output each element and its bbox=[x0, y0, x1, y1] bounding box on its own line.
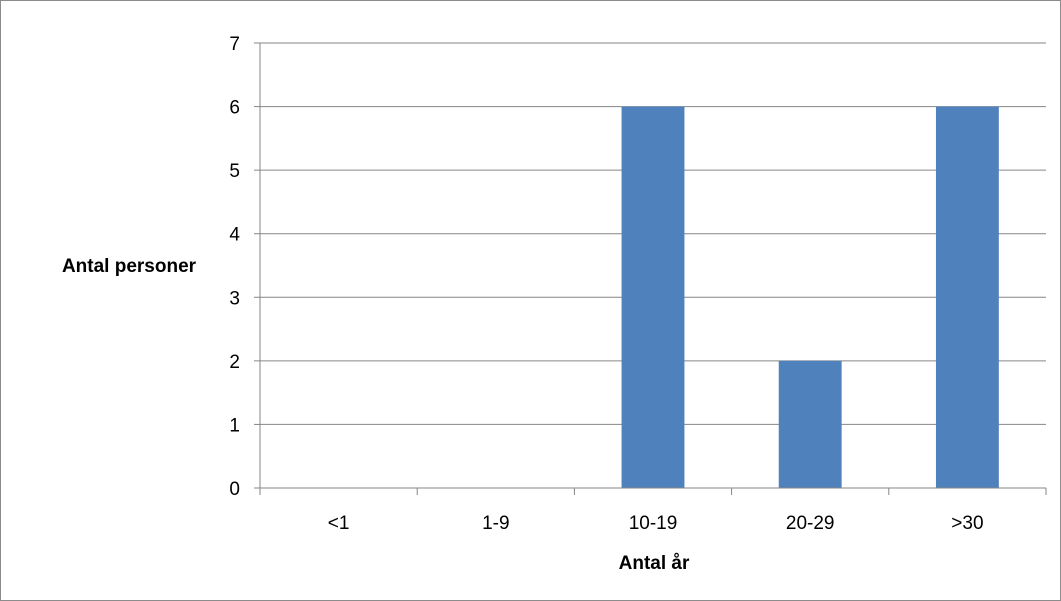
y-tick-label: 2 bbox=[229, 352, 240, 373]
bar-3 bbox=[778, 360, 842, 488]
bars bbox=[621, 106, 999, 489]
x-tick-labels: <1 1-9 10-19 20-29 >30 bbox=[328, 513, 984, 534]
axes bbox=[254, 42, 1047, 495]
y-tick-label: 7 bbox=[229, 34, 240, 55]
bar-4 bbox=[935, 106, 999, 489]
bar-2 bbox=[621, 106, 685, 489]
y-tick-label: 1 bbox=[229, 415, 240, 436]
x-tick-label: <1 bbox=[328, 513, 350, 534]
y-tick-label: 4 bbox=[229, 225, 240, 246]
x-tick-label: 10-19 bbox=[629, 513, 678, 534]
x-tick-label: >30 bbox=[951, 513, 983, 534]
y-tick-label: 0 bbox=[229, 479, 240, 500]
y-tick-label: 3 bbox=[229, 288, 240, 309]
x-axis-title: Antal år bbox=[619, 553, 690, 574]
y-tick-label: 6 bbox=[229, 98, 240, 119]
x-tick-label: 20-29 bbox=[786, 513, 835, 534]
x-tick-label: 1-9 bbox=[482, 513, 509, 534]
y-tick-labels: 0 1 2 3 4 5 6 7 bbox=[229, 34, 240, 500]
y-tick-label: 5 bbox=[229, 161, 240, 182]
y-axis-title: Antal personer bbox=[62, 256, 197, 277]
